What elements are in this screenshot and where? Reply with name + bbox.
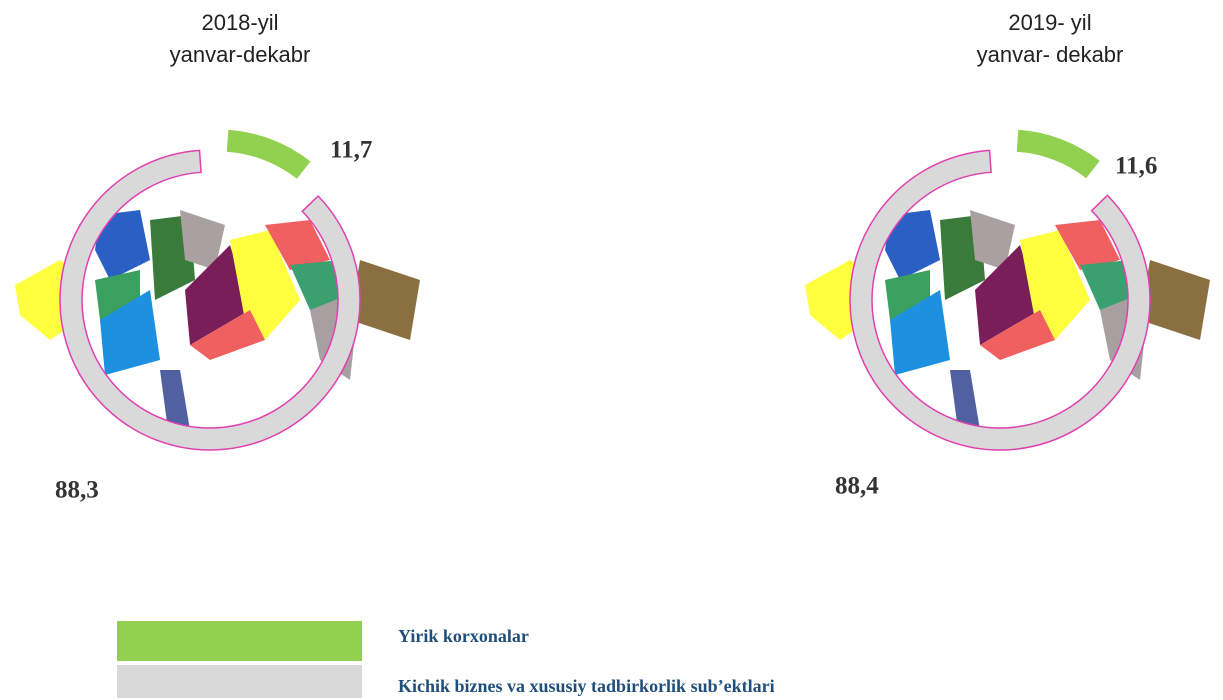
chart-title: 2019- yil [1008, 10, 1091, 35]
chart-title: yanvar- dekabr [977, 42, 1124, 67]
donut-segment [59, 149, 361, 451]
value-label: 88,3 [55, 477, 99, 504]
donut-segment [1016, 129, 1100, 179]
legend-label: Yirik korxonalar [398, 626, 529, 646]
value-label: 11,7 [330, 137, 372, 164]
chart-title: 2018-yil [201, 10, 278, 35]
chart-title: yanvar-dekabr [170, 42, 311, 67]
legend-swatch [117, 621, 362, 661]
donut-segment [226, 129, 311, 179]
legend-label: Kichik biznes va xususiy tadbirkorlik su… [398, 676, 775, 696]
donut-segment [849, 149, 1151, 451]
value-label: 11,6 [1115, 153, 1157, 180]
legend-swatch [117, 665, 362, 698]
value-label: 88,4 [835, 473, 879, 500]
